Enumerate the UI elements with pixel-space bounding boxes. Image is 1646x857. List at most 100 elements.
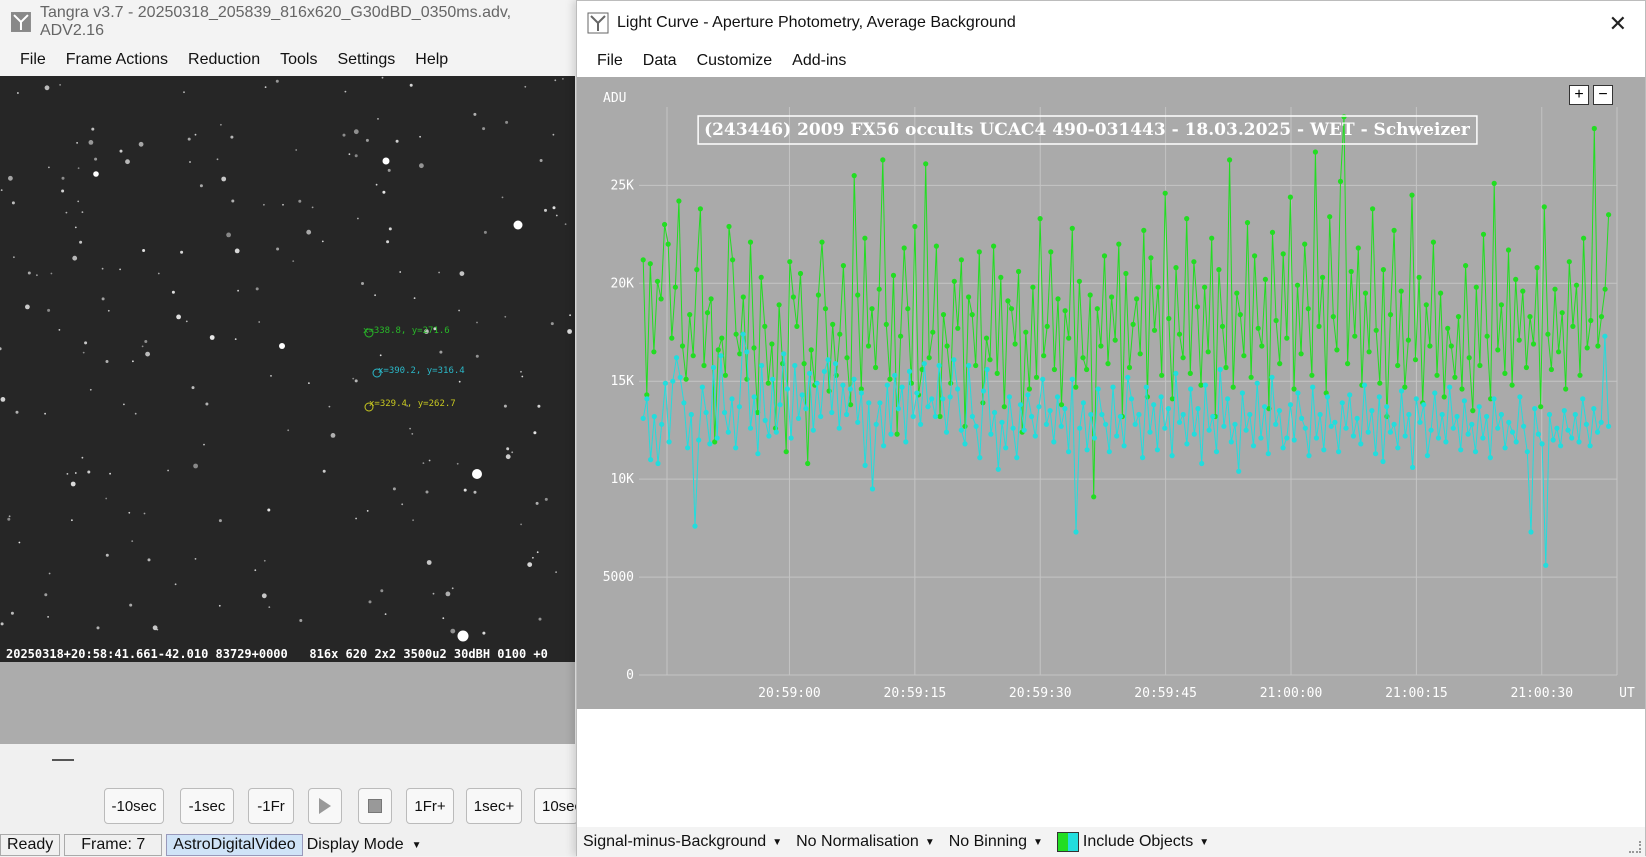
lc-menu-addins[interactable]: Add-ins bbox=[792, 52, 847, 69]
star bbox=[220, 123, 222, 126]
forward-10sec-button[interactable]: 10sec bbox=[534, 788, 578, 824]
star bbox=[413, 297, 416, 299]
resize-grip-icon[interactable] bbox=[1629, 841, 1641, 853]
series-2-point bbox=[781, 351, 787, 357]
star bbox=[287, 429, 290, 432]
lc-menu-customize[interactable]: Customize bbox=[696, 52, 773, 69]
menu-file[interactable]: File bbox=[20, 51, 46, 68]
menu-reduction[interactable]: Reduction bbox=[188, 51, 261, 68]
series-1-point bbox=[690, 353, 696, 359]
light-curve-plot[interactable]: 0 5000 10K 15K 20K 25K 20:59:00 20:59:15 20:59:3… bbox=[577, 77, 1645, 709]
star bbox=[167, 469, 170, 472]
series-1-point bbox=[715, 347, 721, 353]
series-2-point bbox=[1406, 411, 1412, 418]
star bbox=[74, 226, 77, 229]
stop-button[interactable] bbox=[358, 788, 392, 824]
series-2-point bbox=[766, 433, 772, 439]
series-2-point bbox=[1014, 455, 1020, 461]
series-2-point bbox=[795, 415, 802, 421]
series-1-point bbox=[987, 357, 993, 363]
series-2-point bbox=[969, 413, 975, 420]
star bbox=[375, 183, 378, 186]
back-1sec-button[interactable]: -1sec bbox=[180, 788, 234, 824]
series-2-point bbox=[847, 386, 853, 392]
light-curve-window: Light Curve - Aperture Photometry, Avera… bbox=[576, 0, 1646, 857]
series-2-point bbox=[892, 372, 898, 378]
lc-menu-data[interactable]: Data bbox=[642, 52, 677, 69]
series-1-point bbox=[755, 409, 761, 416]
series-2-point bbox=[1476, 404, 1482, 410]
bright-star bbox=[382, 157, 390, 165]
include-objects-dropdown[interactable]: Include Objects ▼ bbox=[1056, 832, 1209, 852]
star bbox=[473, 112, 477, 116]
series-1-point bbox=[1298, 351, 1304, 357]
series-1-point bbox=[1237, 312, 1243, 318]
star-field-image bbox=[0, 76, 572, 642]
status-format[interactable]: AstroDigitalVideo bbox=[166, 834, 303, 856]
series-2-point bbox=[1413, 396, 1419, 402]
series-1-point bbox=[1563, 386, 1569, 392]
series-1-point bbox=[1101, 253, 1108, 259]
series-2-point bbox=[1587, 443, 1593, 449]
lc-menu-file[interactable]: File bbox=[597, 52, 623, 69]
menu-tools[interactable]: Tools bbox=[280, 51, 318, 68]
series-1-point bbox=[966, 294, 972, 300]
series-1-point bbox=[1069, 225, 1075, 231]
star bbox=[450, 628, 456, 634]
series-2-point bbox=[1524, 449, 1530, 455]
play-button[interactable] bbox=[308, 788, 342, 824]
binning-dropdown[interactable]: No Binning ▼ bbox=[949, 833, 1043, 851]
series-2-point bbox=[1376, 394, 1382, 400]
menu-settings[interactable]: Settings bbox=[337, 51, 396, 68]
star bbox=[81, 456, 84, 459]
video-frame[interactable]: x=338.8, y=271.6 x=390.2, y=316.4 x=329.… bbox=[0, 76, 575, 662]
series-2-point bbox=[1017, 402, 1024, 408]
series-2-point bbox=[1110, 384, 1116, 390]
series-2-point bbox=[1180, 411, 1186, 418]
series-2-point bbox=[1121, 443, 1127, 449]
star bbox=[138, 141, 144, 147]
series-2-point bbox=[862, 462, 868, 468]
series-1-point bbox=[1230, 384, 1236, 390]
zoom-out-button[interactable]: − bbox=[1593, 85, 1613, 105]
series-1-point bbox=[930, 329, 936, 335]
series-1-point bbox=[880, 157, 886, 163]
back-1frame-button[interactable]: -1Fr bbox=[248, 788, 294, 824]
signal-mode-dropdown[interactable]: Signal-minus-Background ▼ bbox=[583, 833, 782, 851]
star bbox=[71, 519, 73, 522]
series-1-point bbox=[1606, 212, 1612, 218]
aperture-comparison-2 bbox=[364, 402, 374, 412]
back-10sec-button[interactable]: -10sec bbox=[104, 788, 164, 824]
star bbox=[554, 79, 557, 82]
series-1-point bbox=[1205, 349, 1211, 355]
zoom-in-button[interactable]: + bbox=[1569, 85, 1589, 105]
bright-star bbox=[93, 171, 99, 177]
series-1-point bbox=[1455, 314, 1462, 320]
series-1-point bbox=[837, 331, 843, 337]
series-1-point bbox=[858, 386, 864, 392]
series-1-point bbox=[1484, 333, 1490, 339]
close-icon[interactable]: ✕ bbox=[1608, 11, 1627, 36]
forward-1sec-button[interactable]: 1sec+ bbox=[466, 788, 522, 824]
series-2-point bbox=[1295, 390, 1301, 396]
menu-help[interactable]: Help bbox=[415, 51, 449, 68]
series-1-point bbox=[1209, 235, 1215, 241]
display-mode-dropdown[interactable]: Display Mode ▼ bbox=[307, 834, 422, 856]
series-1-point bbox=[722, 372, 728, 378]
star bbox=[520, 370, 522, 373]
menu-frame-actions[interactable]: Frame Actions bbox=[65, 51, 169, 68]
chart-title: (243446) 2009 FX56 occults UCAC4 490-031… bbox=[704, 120, 1471, 140]
star bbox=[387, 168, 391, 172]
series-1-point bbox=[1162, 190, 1168, 196]
series-1-point bbox=[983, 335, 990, 341]
series-1-point bbox=[1194, 304, 1200, 310]
series-2-point bbox=[759, 362, 765, 369]
forward-1frame-button[interactable]: 1Fr+ bbox=[406, 788, 454, 824]
series-2-point bbox=[655, 460, 661, 467]
series-2-point bbox=[1398, 388, 1405, 394]
series-1-point bbox=[1037, 216, 1043, 222]
frame-slider[interactable] bbox=[52, 759, 74, 761]
star bbox=[533, 431, 537, 435]
series-1-point bbox=[1159, 372, 1165, 378]
normalisation-dropdown[interactable]: No Normalisation ▼ bbox=[796, 833, 935, 851]
